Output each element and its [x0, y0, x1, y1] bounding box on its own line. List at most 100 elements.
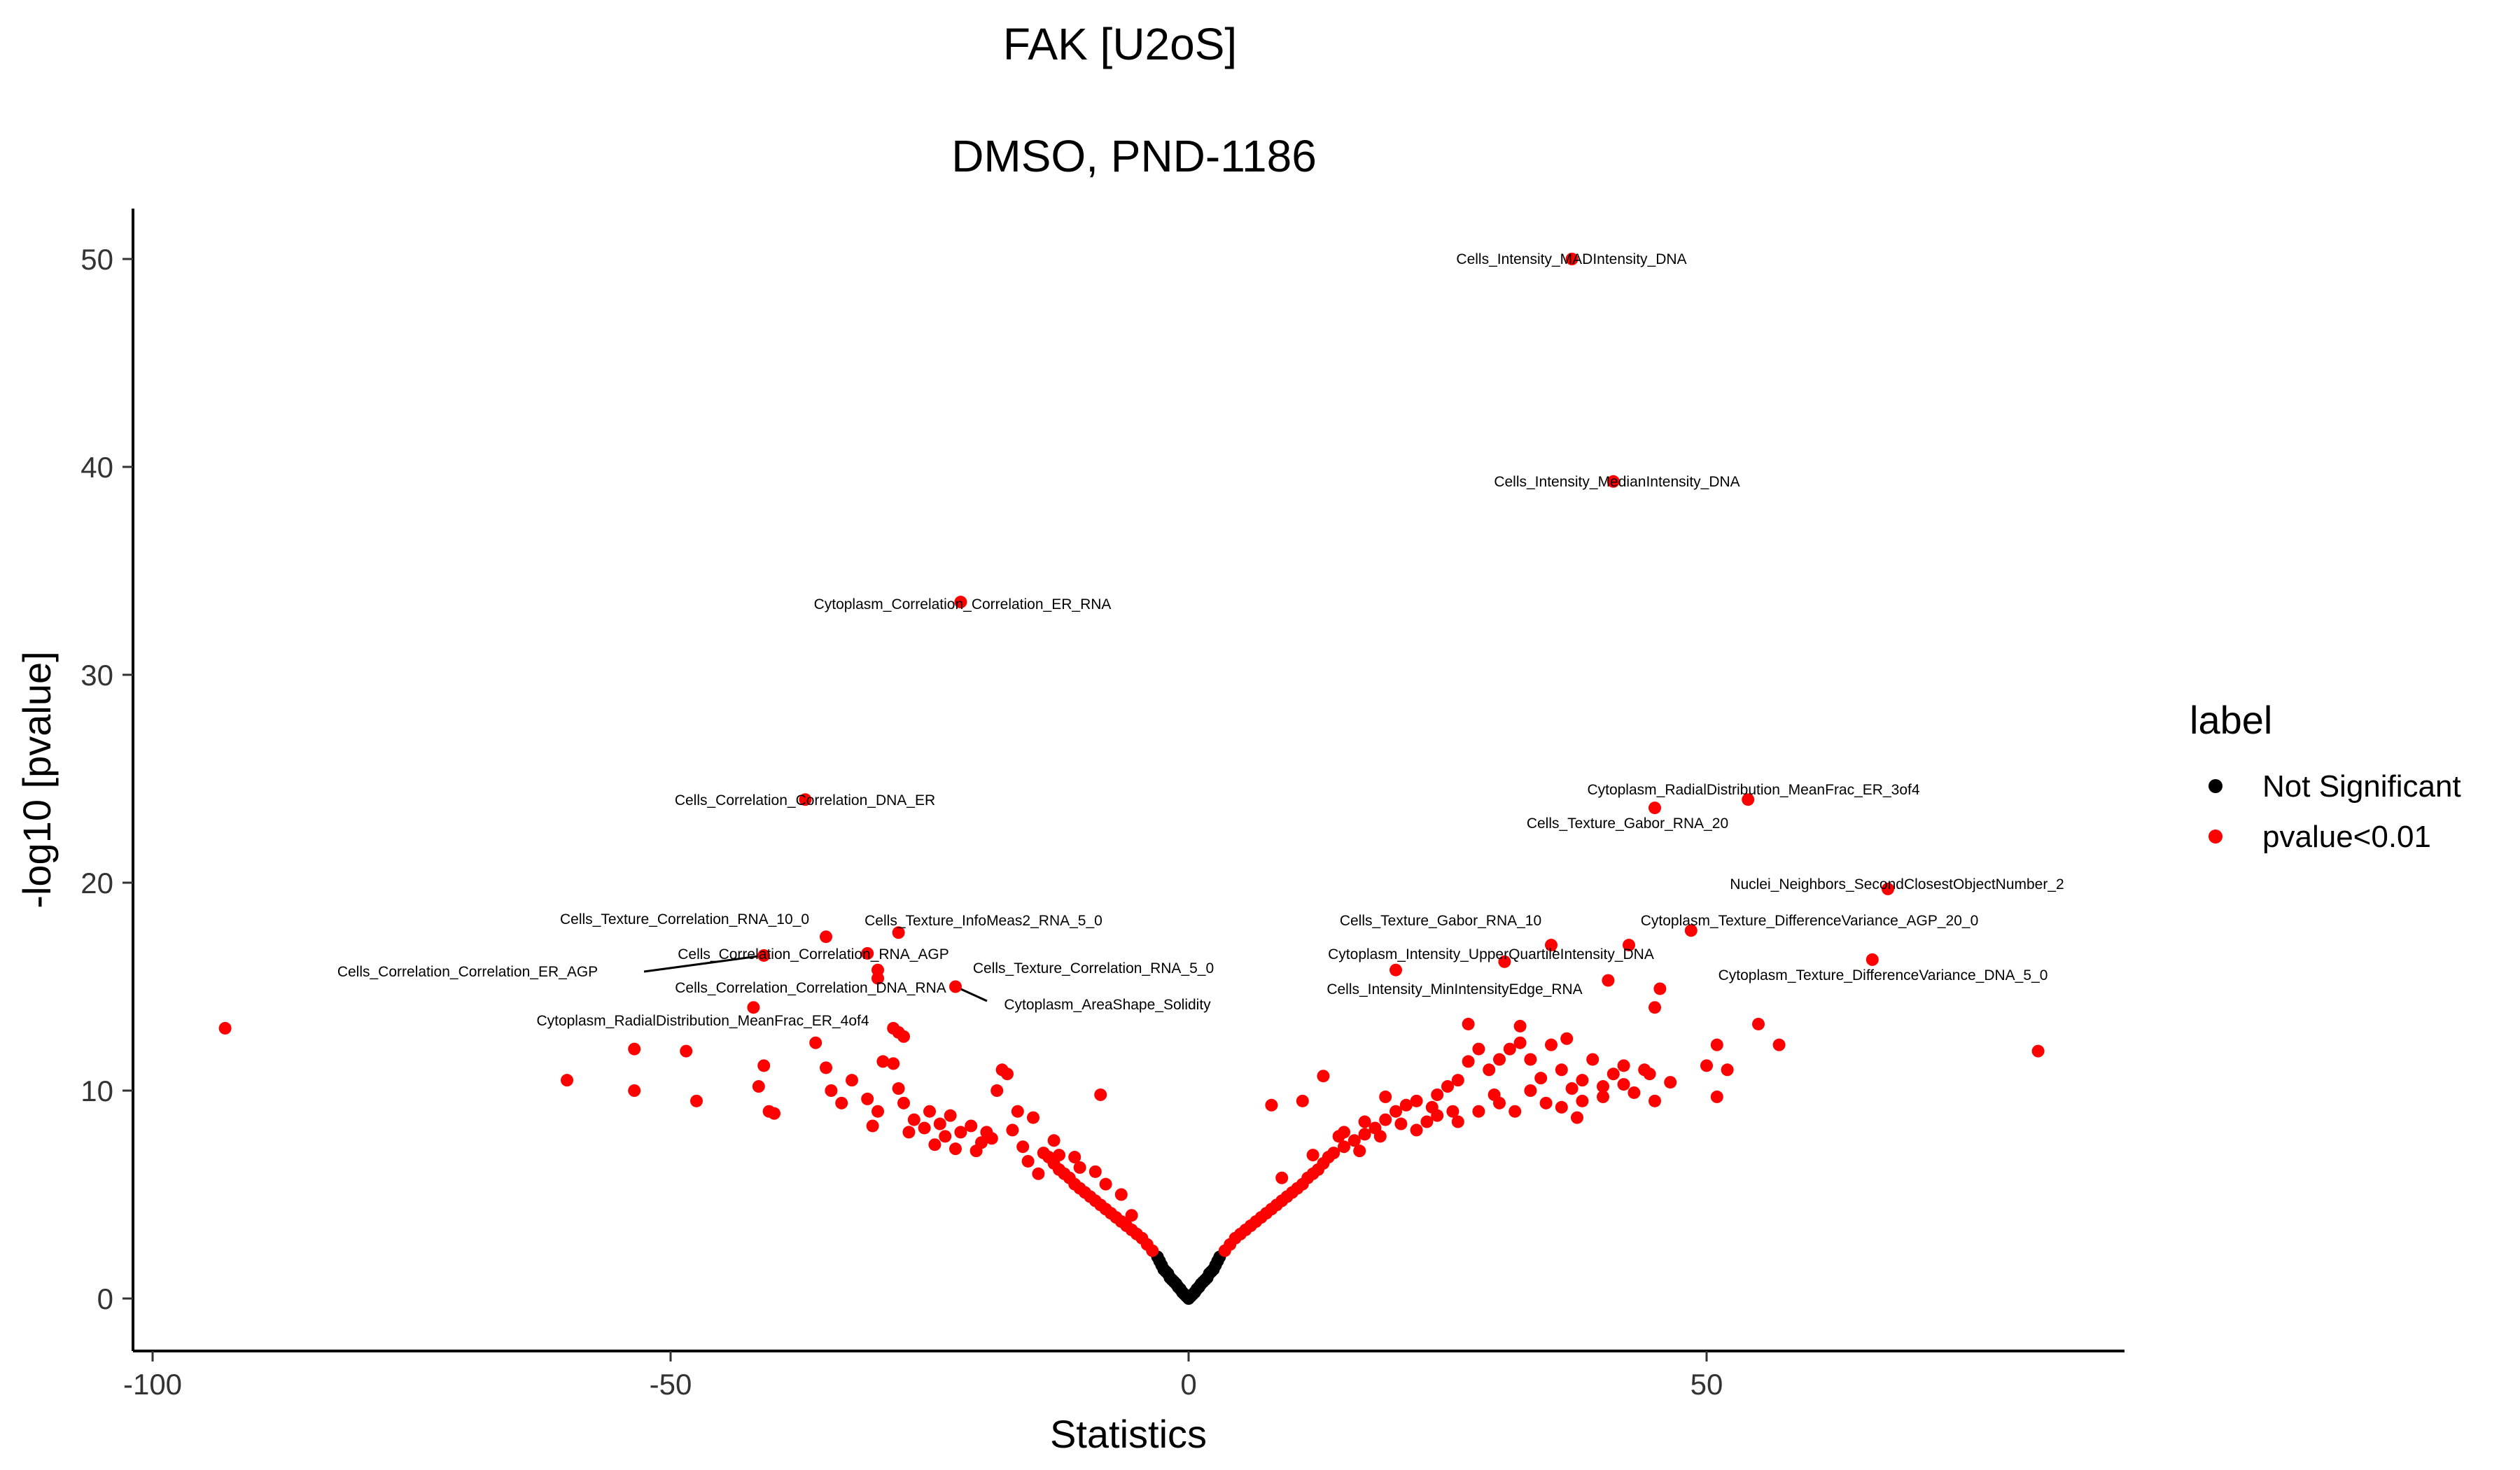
- point-significant: [1068, 1151, 1082, 1164]
- point-significant: [1628, 1086, 1641, 1099]
- point-significant: [1503, 1042, 1516, 1056]
- legend-label-pvalue: pvalue<0.01: [2262, 820, 2431, 854]
- legend-swatch-not-significant: [2208, 779, 2222, 793]
- point-significant: [1027, 1111, 1040, 1124]
- point-significant: [1099, 1177, 1112, 1191]
- y-axis-title: -log10 [pvalue]: [15, 651, 59, 908]
- point-significant: [1032, 1167, 1045, 1180]
- point-significant: [1358, 1115, 1371, 1128]
- point-significant: [768, 1107, 780, 1120]
- point-significant: [628, 1042, 641, 1056]
- point-significant: [1472, 1042, 1485, 1056]
- point-significant: [1114, 1188, 1128, 1201]
- point-significant: [1275, 1171, 1289, 1184]
- point-significant: [1094, 1088, 1107, 1101]
- point-significant: [1441, 1080, 1454, 1093]
- point-significant: [1047, 1134, 1060, 1147]
- point-significant: [933, 1117, 946, 1130]
- point-significant: [1073, 1161, 1086, 1174]
- point-significant: [887, 1057, 900, 1070]
- y-tick-label: 50: [80, 243, 113, 276]
- point-significant: [1643, 1068, 1656, 1081]
- point-significant: [1379, 1113, 1392, 1126]
- point-significant: [680, 1044, 693, 1058]
- y-tick-label: 20: [80, 867, 113, 899]
- point-significant: [809, 1036, 822, 1049]
- point-significant: [1483, 1063, 1496, 1077]
- point-label: Cells_Correlation_Correlation_RNA_AGP: [678, 946, 949, 962]
- point-significant: [1265, 1098, 1278, 1112]
- y-tick-label: 30: [80, 659, 113, 692]
- point-significant: [825, 1084, 838, 1097]
- point-significant: [1648, 1094, 1661, 1107]
- point-significant: [1865, 953, 1879, 966]
- point-label: Cytoplasm_Texture_DifferenceVariance_AGP…: [1641, 913, 1979, 929]
- point-significant: [1493, 1053, 1506, 1066]
- point-significant: [1742, 793, 1755, 806]
- point-significant: [1306, 1149, 1320, 1162]
- point-significant: [1394, 1117, 1408, 1130]
- point-significant: [1513, 1019, 1527, 1032]
- point-significant: [747, 1001, 760, 1014]
- chart-title: FAK [U2oS]: [1003, 19, 1237, 69]
- point-significant: [1617, 1059, 1630, 1072]
- point-significant: [861, 946, 874, 960]
- point-significant: [980, 1126, 993, 1139]
- point-significant: [939, 1130, 952, 1143]
- point-significant: [1710, 1090, 1723, 1103]
- point-label: Cells_Texture_Correlation_RNA_5_0: [973, 960, 1214, 976]
- tick-group: -100 -50 0 50 0 10 20 30 40 50: [80, 243, 1723, 1401]
- point-significant: [1451, 1074, 1464, 1087]
- point-significant: [820, 1061, 832, 1074]
- point-significant: [1488, 1088, 1501, 1101]
- point-significant: [965, 1119, 978, 1133]
- point-significant: [1653, 982, 1667, 995]
- point-label: Cells_Intensity_MADIntensity_DNA: [1456, 251, 1686, 267]
- point-label: Cells_Texture_InfoMeas2_RNA_5_0: [864, 913, 1102, 929]
- point-significant: [1513, 1036, 1527, 1049]
- point-significant: [1332, 1130, 1345, 1143]
- point-significant: [944, 1109, 957, 1122]
- point-significant: [1425, 1100, 1438, 1114]
- point-significant: [1508, 1105, 1522, 1118]
- point-significant: [1555, 1063, 1568, 1077]
- point-significant: [1353, 1144, 1366, 1158]
- point-significant: [923, 1105, 936, 1118]
- y-tick-label: 40: [80, 451, 113, 484]
- point-significant: [1545, 939, 1558, 952]
- point-significant: [1560, 1032, 1574, 1045]
- point-significant: [1597, 1090, 1609, 1103]
- legend: label Not Significant pvalue<0.01: [2190, 698, 2461, 854]
- point-significant: [1606, 475, 1620, 488]
- point-significant: [969, 1144, 983, 1158]
- point-significant: [1446, 1105, 1460, 1118]
- point-label: Nuclei_Neighbors_SecondClosestObjectNumb…: [1730, 876, 2064, 892]
- point-significant: [1379, 1090, 1392, 1103]
- point-significant: [1606, 1068, 1620, 1081]
- x-axis-title: Statistics: [1050, 1412, 1207, 1456]
- point-label: Cytoplasm_Intensity_UpperQuartileIntensi…: [1328, 946, 1654, 962]
- point-significant: [1011, 1105, 1024, 1118]
- point-significant: [1534, 1072, 1548, 1085]
- point-label: Cytoplasm_Texture_DifferenceVariance_DNA…: [1718, 967, 2048, 983]
- point-significant: [1752, 1017, 1765, 1030]
- point-significant: [846, 1074, 858, 1087]
- point-label: Cells_Intensity_MedianIntensity_DNA: [1494, 474, 1740, 490]
- point-significant: [1410, 1124, 1423, 1137]
- point-significant: [954, 1126, 967, 1139]
- point-significant: [1664, 1076, 1677, 1089]
- point-significant: [928, 1138, 941, 1152]
- point-significant: [1451, 1115, 1464, 1128]
- point-label: Cells_Correlation_Correlation_DNA_RNA: [675, 980, 946, 996]
- axes: [132, 209, 2124, 1352]
- point-significant: [1576, 1094, 1589, 1107]
- point-significant: [1006, 1124, 1019, 1137]
- point-significant: [1390, 963, 1402, 976]
- point-significant: [752, 1080, 765, 1093]
- point-significant: [949, 980, 962, 993]
- point-significant: [1410, 1094, 1423, 1107]
- point-significant: [918, 1121, 931, 1135]
- point-significant: [1602, 974, 1615, 987]
- point-label: Cytoplasm_RadialDistribution_MeanFrac_ER…: [536, 1013, 869, 1029]
- x-tick-label: 0: [1180, 1368, 1196, 1401]
